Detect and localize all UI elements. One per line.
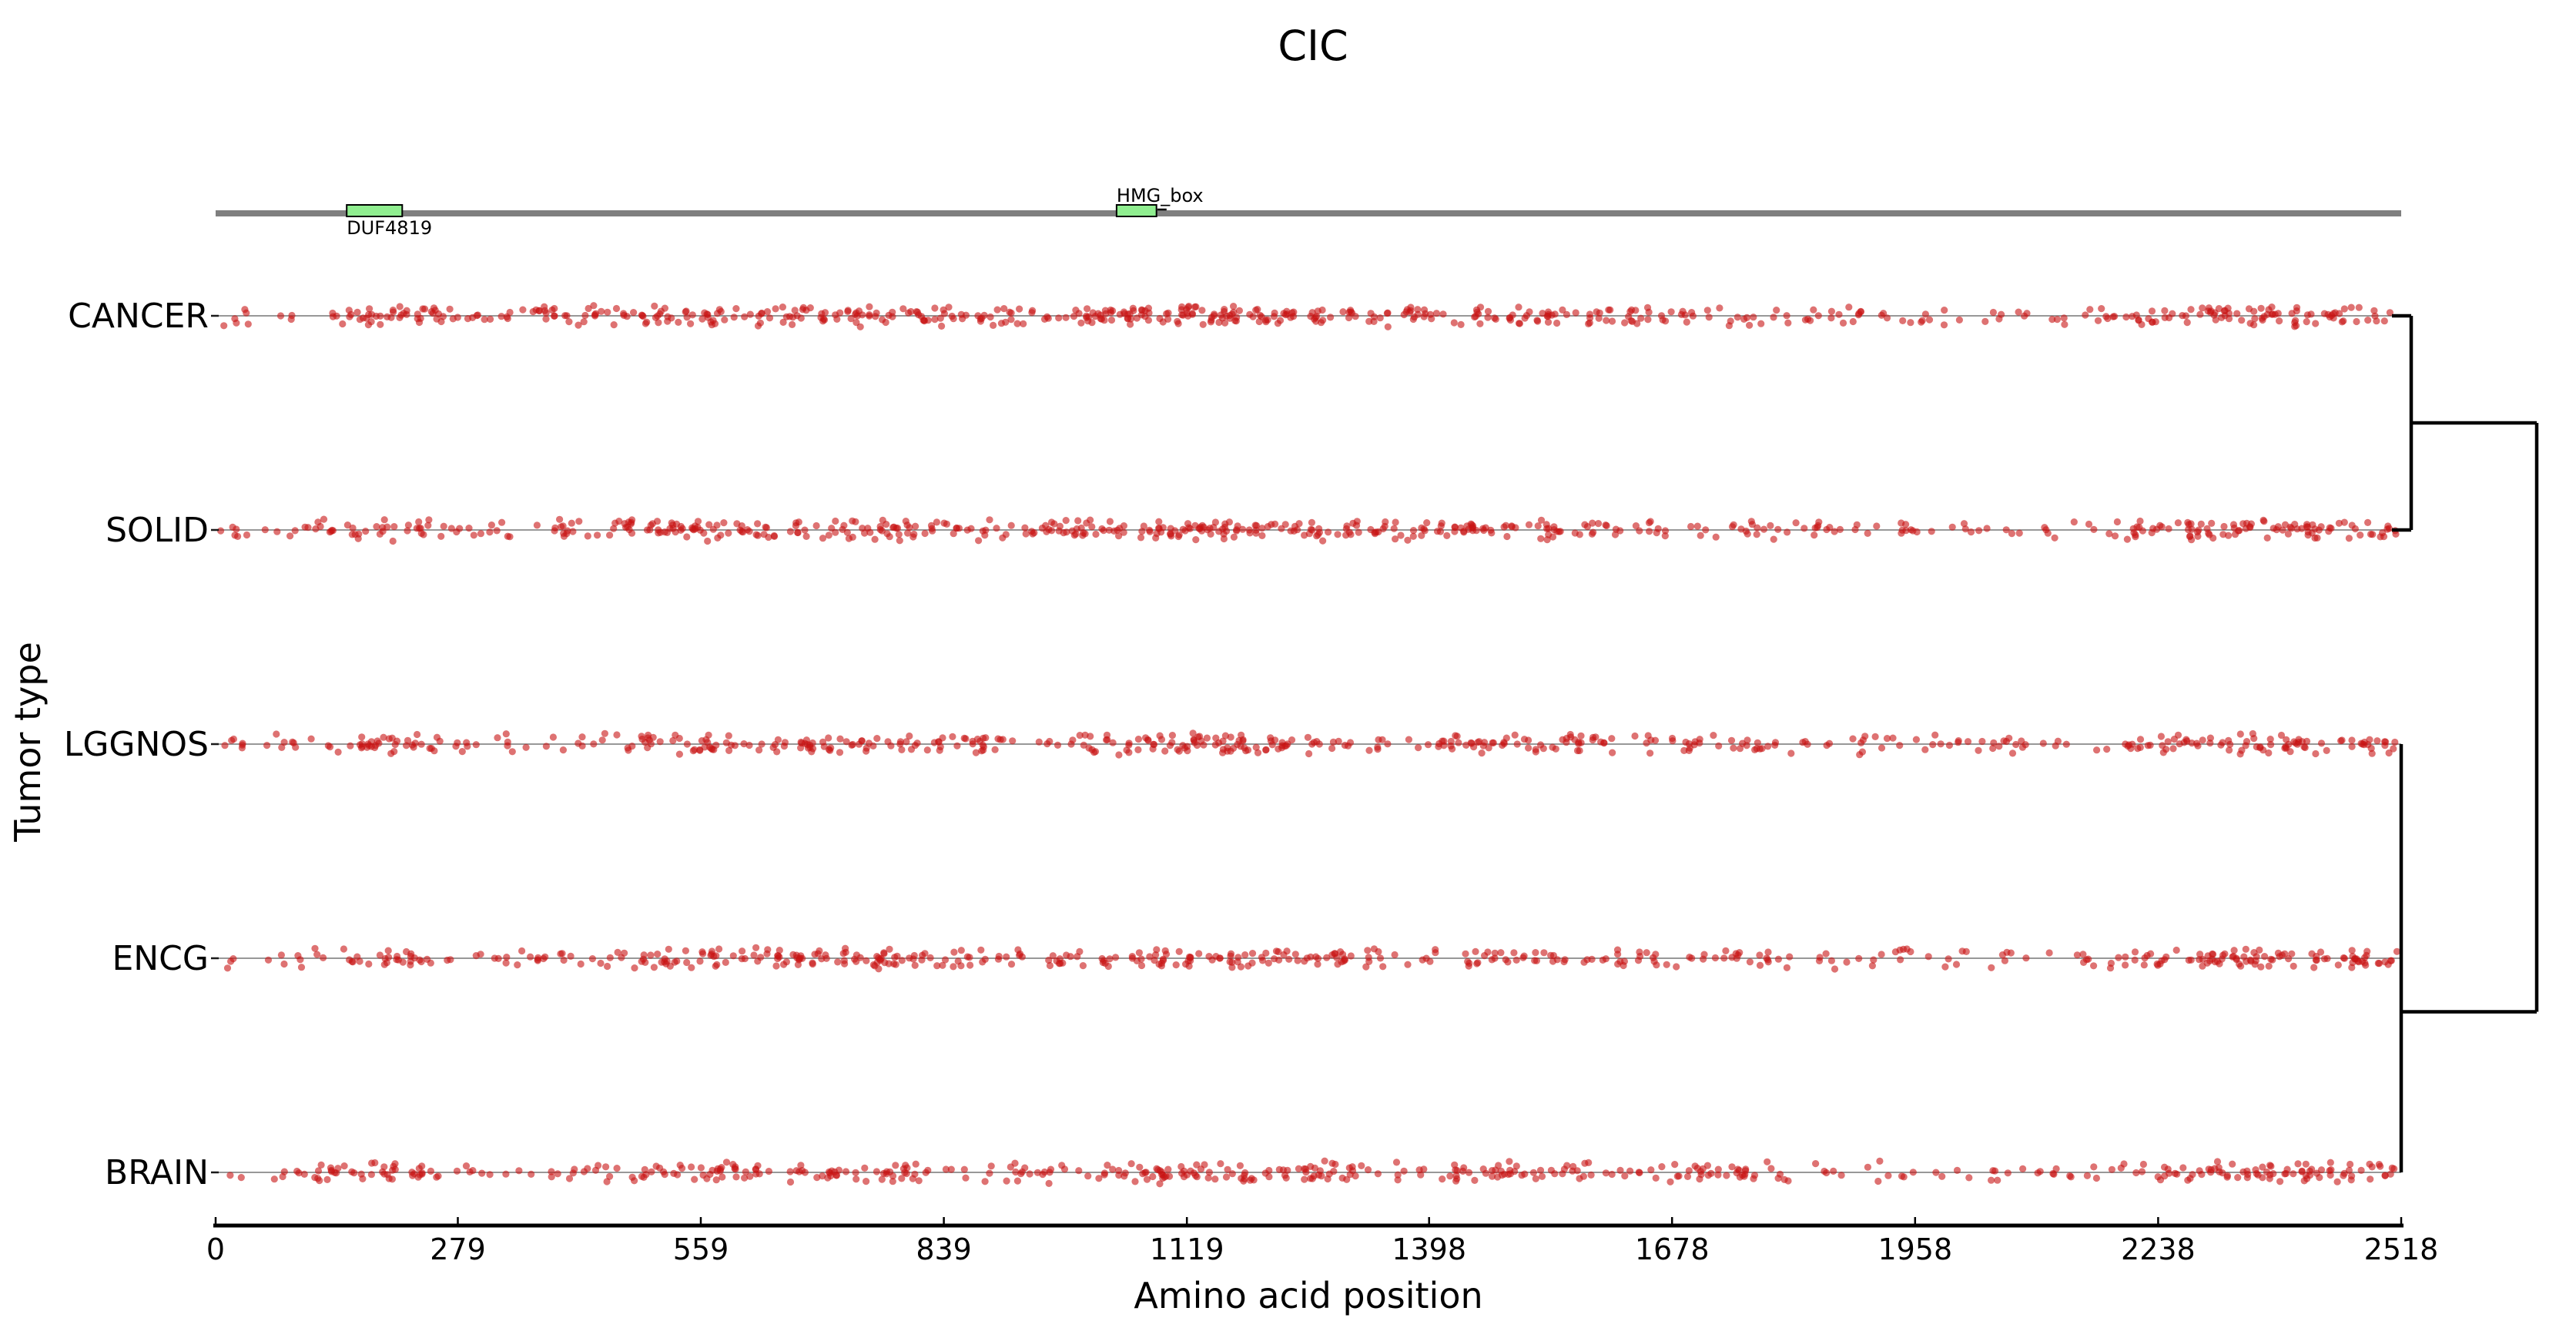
x-tick-label-559: 559	[673, 1232, 729, 1266]
x-tick-label-1119: 1119	[1150, 1232, 1224, 1266]
x-tick-label-2238: 2238	[2121, 1232, 2196, 1266]
mutation-points-encg	[223, 944, 2401, 973]
x-tick-label-1678: 1678	[1635, 1232, 1710, 1266]
row-labels: CANCER SOLID LGGNOS ENCG BRAIN	[64, 297, 219, 1192]
x-tick-label-0: 0	[206, 1232, 225, 1266]
row-label-solid: SOLID	[106, 511, 209, 550]
x-tick-label-839: 839	[916, 1232, 972, 1266]
mutation-strips	[216, 302, 2401, 1188]
row-label-lggnos: LGGNOS	[64, 725, 209, 764]
chart-title: CIC	[1278, 22, 1348, 70]
mutation-points-cancer	[220, 302, 2393, 330]
mutation-points-solid	[217, 515, 2400, 545]
mutation-points-brain	[226, 1157, 2398, 1188]
domain-label-duf4819: DUF4819	[347, 217, 432, 239]
protein-domain-track: DUF4819 HMG_box	[216, 185, 2401, 239]
x-tick-label-1398: 1398	[1392, 1232, 1466, 1266]
y-axis-title: Tumor type	[7, 642, 49, 843]
x-tick-label-1958: 1958	[1878, 1232, 1952, 1266]
x-axis-title: Amino acid position	[1134, 1275, 1482, 1316]
mutation-points-lggnos	[221, 729, 2399, 759]
domain-box-hmg_box	[1115, 204, 1157, 217]
row-label-cancer: CANCER	[68, 297, 209, 336]
protein-backbone	[216, 210, 2401, 216]
dendrogram	[2392, 314, 2539, 1172]
row-label-encg: ENCG	[112, 939, 209, 978]
x-axis: 0 279 559 839 1119 1398 1678 1958 2238 2518	[206, 1217, 2438, 1266]
x-tick-label-2518: 2518	[2364, 1232, 2439, 1266]
row-label-brain: BRAIN	[105, 1153, 209, 1192]
domain-box-duf4819	[346, 204, 404, 217]
domain-label-hmg_box: HMG_box	[1117, 185, 1204, 206]
x-tick-label-279: 279	[430, 1232, 486, 1266]
